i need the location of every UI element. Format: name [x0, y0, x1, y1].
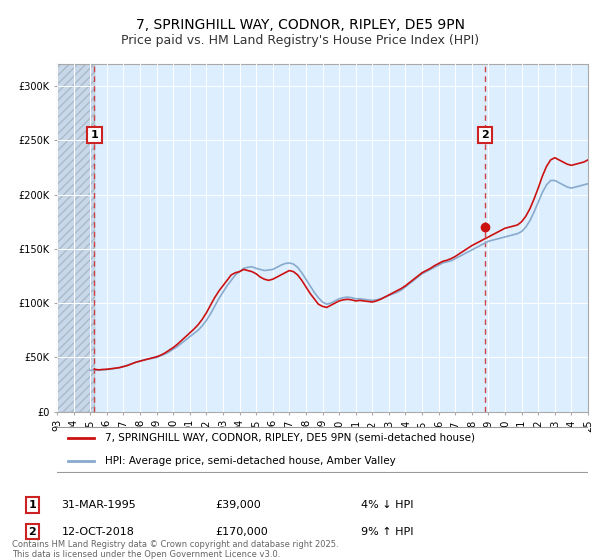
Text: £39,000: £39,000	[216, 500, 262, 510]
Text: 1: 1	[28, 500, 36, 510]
Text: 9% ↑ HPI: 9% ↑ HPI	[361, 526, 414, 536]
Text: 7, SPRINGHILL WAY, CODNOR, RIPLEY, DE5 9PN (semi-detached house): 7, SPRINGHILL WAY, CODNOR, RIPLEY, DE5 9…	[105, 432, 475, 442]
Text: 2: 2	[28, 526, 36, 536]
Text: 12-OCT-2018: 12-OCT-2018	[61, 526, 134, 536]
Text: HPI: Average price, semi-detached house, Amber Valley: HPI: Average price, semi-detached house,…	[105, 456, 395, 466]
Text: Price paid vs. HM Land Registry's House Price Index (HPI): Price paid vs. HM Land Registry's House …	[121, 34, 479, 46]
Text: 7, SPRINGHILL WAY, CODNOR, RIPLEY, DE5 9PN: 7, SPRINGHILL WAY, CODNOR, RIPLEY, DE5 9…	[136, 18, 464, 32]
FancyBboxPatch shape	[55, 427, 590, 472]
Text: £170,000: £170,000	[216, 526, 268, 536]
Text: 4% ↓ HPI: 4% ↓ HPI	[361, 500, 414, 510]
Text: 2: 2	[481, 130, 488, 140]
Text: Contains HM Land Registry data © Crown copyright and database right 2025.
This d: Contains HM Land Registry data © Crown c…	[12, 540, 338, 559]
Text: 31-MAR-1995: 31-MAR-1995	[61, 500, 136, 510]
Text: 1: 1	[91, 130, 98, 140]
